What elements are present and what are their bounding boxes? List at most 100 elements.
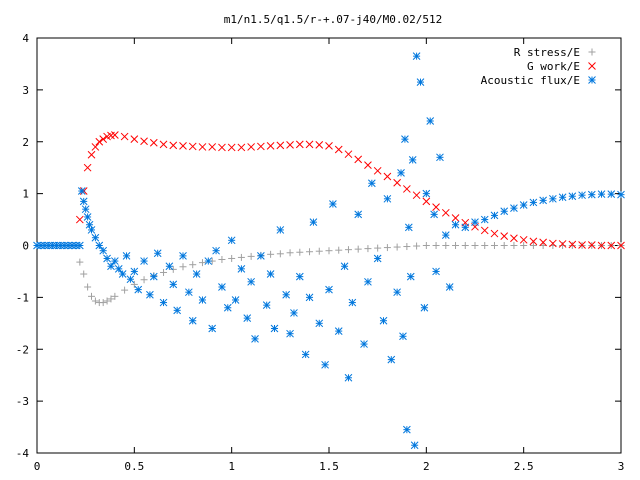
data-point <box>262 301 271 310</box>
data-point <box>204 257 213 265</box>
y-tick-label: 1 <box>22 188 29 201</box>
data-point <box>286 329 294 338</box>
data-point <box>558 240 567 248</box>
data-point <box>354 155 363 164</box>
data-point <box>412 191 421 200</box>
data-point <box>286 141 294 149</box>
data-point <box>436 153 444 162</box>
data-point <box>587 190 596 199</box>
data-point <box>510 204 518 213</box>
data-point <box>364 161 372 169</box>
data-point <box>344 246 352 254</box>
data-point <box>198 143 207 151</box>
legend-label: Acoustic flux/E <box>481 74 580 87</box>
data-point <box>81 205 90 214</box>
data-point <box>146 290 154 299</box>
data-point <box>99 246 108 255</box>
data-point <box>231 296 240 304</box>
data-point <box>325 285 333 294</box>
y-tick-label: 0 <box>22 240 29 253</box>
data-point <box>276 250 284 258</box>
data-point <box>529 198 538 207</box>
data-point <box>208 143 217 151</box>
data-point <box>48 241 57 250</box>
data-point <box>247 277 255 286</box>
data-point <box>408 156 417 164</box>
data-point <box>529 242 537 249</box>
data-point <box>568 192 577 201</box>
data-point <box>198 259 206 267</box>
data-point <box>83 213 92 221</box>
data-point <box>223 303 232 312</box>
data-point <box>84 283 92 291</box>
data-point <box>374 244 382 252</box>
data-point <box>276 226 285 234</box>
x-axis: 0 0.5 1 1.5 2 2.5 3 <box>34 38 625 473</box>
data-point <box>344 150 353 159</box>
data-point <box>360 340 368 348</box>
data-point <box>519 201 528 209</box>
data-point <box>208 324 217 333</box>
data-point <box>140 257 148 265</box>
data-point <box>107 262 115 271</box>
data-point <box>188 316 197 325</box>
data-point <box>140 276 148 284</box>
data-point <box>364 277 372 286</box>
data-point <box>315 319 324 328</box>
data-point <box>480 215 489 224</box>
data-point <box>188 142 197 151</box>
data-point <box>539 242 547 249</box>
data-point <box>212 246 220 255</box>
data-point <box>75 241 84 250</box>
data-point <box>91 297 99 305</box>
x-tick-label: 0.5 <box>124 460 144 473</box>
data-point <box>500 232 509 241</box>
data-point <box>99 299 107 307</box>
data-point <box>315 247 323 255</box>
data-point <box>130 135 139 144</box>
data-point <box>432 203 440 211</box>
data-point <box>237 264 246 273</box>
data-point <box>169 265 177 273</box>
data-point <box>334 327 343 335</box>
data-point <box>578 191 586 200</box>
data-point <box>383 194 392 203</box>
data-point <box>412 52 421 61</box>
data-point <box>91 143 100 151</box>
y-tick-label: -4 <box>16 447 30 460</box>
data-point <box>490 242 498 249</box>
chart-title: m1/n1.5/q1.5/r-+.07-j40/M0.02/512 <box>224 13 443 26</box>
data-point <box>218 256 226 264</box>
data-point <box>432 267 440 276</box>
data-point <box>111 257 119 265</box>
legend-marker <box>588 76 596 84</box>
series-layer <box>33 52 625 450</box>
data-point <box>441 231 450 239</box>
data-point <box>383 172 392 181</box>
data-point <box>247 252 255 260</box>
data-point <box>87 150 96 159</box>
data-point <box>422 197 431 206</box>
data-point <box>315 141 324 149</box>
data-point <box>270 324 279 333</box>
data-point <box>165 262 174 271</box>
data-point <box>404 223 413 232</box>
data-point <box>173 306 182 315</box>
data-point <box>387 355 396 364</box>
data-point <box>257 142 265 151</box>
x-tick-label: 3 <box>618 460 625 473</box>
data-point <box>325 142 333 150</box>
x-tick-label: 2 <box>423 460 430 473</box>
data-point <box>354 245 362 253</box>
data-point <box>111 292 119 300</box>
data-point <box>87 226 96 234</box>
data-point <box>617 190 625 199</box>
data-point <box>441 208 450 217</box>
y-tick-label: -2 <box>16 343 29 356</box>
data-point <box>335 246 343 254</box>
data-point <box>471 242 479 249</box>
data-point <box>539 196 547 205</box>
data-point <box>282 290 291 299</box>
data-point <box>247 143 255 151</box>
